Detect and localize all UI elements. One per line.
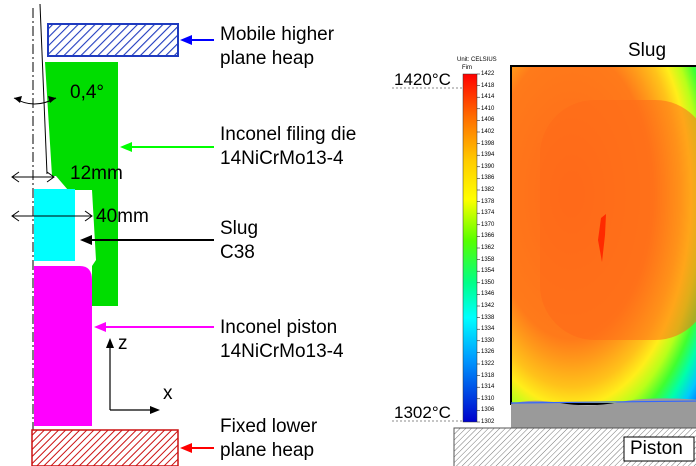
legend-sub-label: Fim (462, 65, 472, 71)
legend-tick-label: 1402 (481, 129, 495, 135)
upper-heap-label-line1: Mobile higher (220, 24, 335, 45)
legend-tick-label: 1390 (481, 163, 495, 170)
legend-tick-label: 1406 (481, 117, 495, 124)
x-axis-label: x (163, 383, 173, 404)
legend-tick-label: 1306 (481, 407, 495, 414)
dim-40-arrow-right (84, 210, 93, 222)
legend-tick-label: 1358 (481, 256, 495, 263)
lower-heap-label-line1: Fixed lower (220, 416, 318, 437)
legend-colorbar (462, 73, 478, 423)
legend-tick-label: 1418 (481, 82, 495, 89)
legend-tick-label: 1366 (481, 233, 495, 240)
legend-tick-label: 1326 (481, 349, 495, 356)
slug-bottom-edge (510, 400, 696, 404)
piston-contact-zone (511, 398, 696, 428)
thermal-simulation (392, 38, 696, 466)
legend-tick-label: 1302 (481, 419, 495, 425)
die-label-line2: 14NiCrMo13-4 (220, 148, 344, 169)
legend-tick-label: 1394 (481, 152, 495, 159)
lower-heap-label-line2: plane heap (220, 440, 315, 461)
legend-tick-label: 1422 (481, 71, 495, 77)
legend-tick-label: 1354 (481, 268, 495, 275)
upper-heap-block (47, 23, 179, 57)
dim-12-arrow-right (46, 171, 55, 183)
x-axis-arrowhead (150, 406, 160, 414)
dim-12-arrow-left (11, 171, 20, 183)
legend-unit-label: Unit: CELSIUS (457, 57, 497, 63)
legend-tick-label: 1322 (481, 361, 495, 367)
angle-arrow-left (14, 96, 22, 103)
slug-label-line2: C38 (220, 242, 255, 263)
legend-tick-label: 1334 (481, 326, 495, 333)
legend-tick-label: 1318 (481, 372, 495, 379)
slug-label-box (620, 38, 696, 64)
legend-tick-label: 1370 (481, 221, 495, 228)
legend-tick-label: 1362 (481, 245, 495, 251)
legend-tick-label: 1382 (481, 187, 495, 193)
legend-tick-label: 1414 (481, 94, 495, 101)
piston-arrowhead (94, 322, 106, 332)
piston-block (34, 266, 92, 426)
upper-heap-arrowhead (180, 35, 192, 45)
legend-tick-label: 1342 (481, 303, 495, 309)
legend-tick-label: 1338 (481, 314, 495, 321)
slug-label-line1: Slug (220, 218, 259, 239)
legend-tick-label: 1314 (481, 384, 495, 391)
slug-block (34, 189, 75, 261)
die-body (45, 62, 118, 306)
angle-arrow-right (48, 96, 56, 103)
die-arrowhead (120, 142, 132, 152)
dim-40-arrow-left (11, 210, 20, 222)
legend-tick-label: 1374 (481, 210, 495, 217)
hot-spot (598, 214, 606, 262)
legend-tick-label: 1330 (481, 337, 495, 344)
legend-tick-label: 1398 (481, 140, 495, 147)
dimension-40mm-label: 40mm (96, 206, 149, 227)
lower-heap-block (31, 429, 179, 466)
piston-label-line2: 14NiCrMo13-4 (220, 341, 344, 362)
legend-tick-label: 1310 (481, 395, 495, 402)
draft-angle-label: 0,4° (70, 82, 105, 103)
simulation-slug-label: Slug (628, 40, 667, 61)
upper-heap-label-line2: plane heap (220, 48, 315, 69)
legend-tick-label: 1386 (481, 175, 495, 182)
legend-tick-label: 1350 (481, 279, 495, 286)
max-temperature-label: 1420°C (394, 70, 451, 89)
simulation-piston-label: Piston (630, 438, 683, 459)
slug-outline (510, 65, 696, 405)
legend-ticks (477, 73, 480, 423)
die-draft-line (39, 3, 48, 175)
z-axis-arrowhead (106, 338, 114, 348)
legend-tick-label: 1378 (481, 198, 495, 205)
slug-arrowhead (80, 235, 92, 245)
left-process-diagram (11, 3, 214, 466)
piston-label-box (623, 436, 695, 462)
piston-label-line1: Inconel piston (220, 317, 338, 338)
z-axis-label: z (118, 333, 128, 354)
legend-tick-label: 1346 (481, 291, 495, 298)
legend-tick-label: 1410 (481, 105, 495, 112)
dimension-12mm-label: 12mm (70, 163, 123, 184)
die-label-line1: Inconel filing die (220, 124, 357, 145)
slug-inner-hot-zone (540, 100, 696, 340)
min-temperature-label: 1302°C (394, 403, 451, 422)
lower-heap-arrowhead (180, 443, 192, 453)
